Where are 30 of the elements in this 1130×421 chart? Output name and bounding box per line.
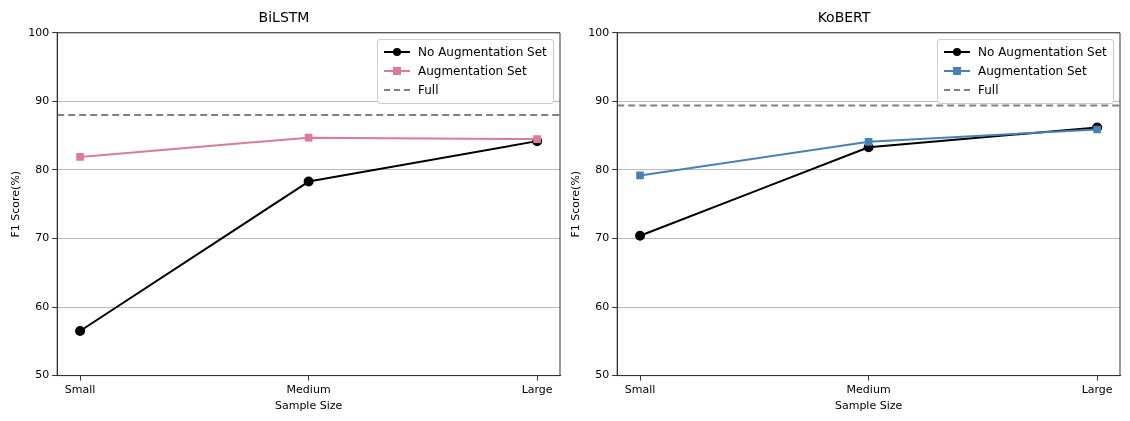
legend-label: Full: [418, 82, 439, 97]
x-tick-label: Large: [521, 383, 553, 397]
y-tick-label: 70: [35, 231, 50, 245]
legend-label: Augmentation Set: [978, 63, 1087, 78]
y-tick-label: 80: [595, 162, 610, 176]
y-tick-label: 50: [35, 368, 50, 382]
y-axis-title: F1 Score(%): [9, 170, 23, 238]
legend-label: No Augmentation Set: [978, 44, 1107, 59]
x-tick-label: Large: [1081, 383, 1113, 397]
y-tick-label: 100: [28, 25, 50, 39]
y-tick-label: 100: [588, 25, 610, 39]
y-tick-label: 80: [35, 162, 50, 176]
legend-label: Augmentation Set: [418, 63, 527, 78]
y-tick-label: 70: [595, 231, 610, 245]
y-tick-label: 50: [595, 368, 610, 382]
y-tick-label: 90: [595, 94, 610, 108]
x-axis-title: Sample Size: [834, 399, 903, 413]
legend-label: Full: [978, 82, 999, 97]
y-axis-title: F1 Score(%): [569, 170, 583, 238]
x-axis-title: Sample Size: [274, 399, 343, 413]
x-tick-label: Medium: [286, 383, 331, 397]
y-tick-label: 90: [35, 94, 50, 108]
chart-title: KoBERT: [817, 9, 871, 26]
x-tick-label: Small: [64, 383, 96, 397]
x-tick-label: Medium: [846, 383, 891, 397]
chart-title: BiLSTM: [258, 9, 310, 26]
y-tick-label: 60: [595, 299, 610, 313]
legend-label: No Augmentation Set: [418, 44, 547, 59]
y-tick-label: 60: [35, 299, 50, 313]
x-tick-label: Small: [624, 383, 656, 397]
